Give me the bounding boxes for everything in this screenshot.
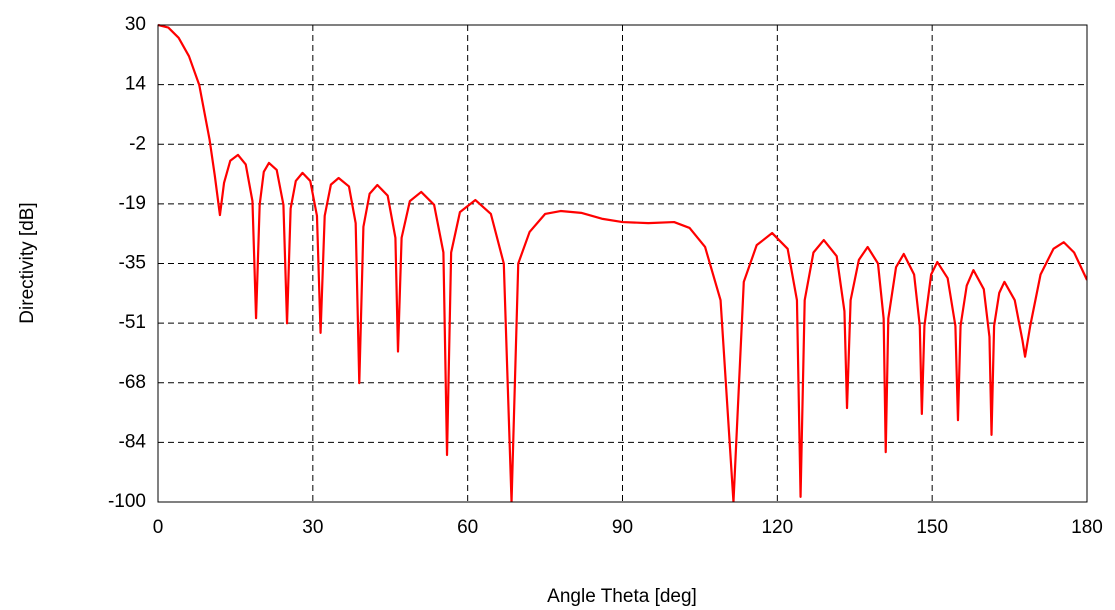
y-tick-label: -2 — [129, 133, 146, 154]
x-axis-label: Angle Theta [deg] — [547, 586, 697, 607]
y-tick-label: -51 — [119, 312, 146, 333]
x-tick-label: 0 — [153, 517, 164, 538]
x-tick-label: 30 — [302, 517, 323, 538]
y-tick-label: -19 — [119, 193, 146, 214]
x-tick-label: 60 — [457, 517, 478, 538]
y-tick-label: 14 — [125, 74, 147, 95]
x-tick-label: 120 — [761, 517, 793, 538]
y-axis-label: Directivity [dB] — [17, 202, 38, 323]
y-tick-label: -68 — [119, 372, 146, 393]
x-tick-label: 180 — [1071, 517, 1103, 538]
y-tick-label: -35 — [119, 253, 146, 274]
data-line — [158, 23, 1087, 502]
x-tick-label: 150 — [916, 517, 948, 538]
x-tick-label: 90 — [612, 517, 633, 538]
y-tick-label: -84 — [119, 431, 147, 452]
y-tick-label: 30 — [125, 14, 146, 35]
y-tick-label: -100 — [108, 491, 146, 512]
plot-frame — [157, 24, 1088, 503]
